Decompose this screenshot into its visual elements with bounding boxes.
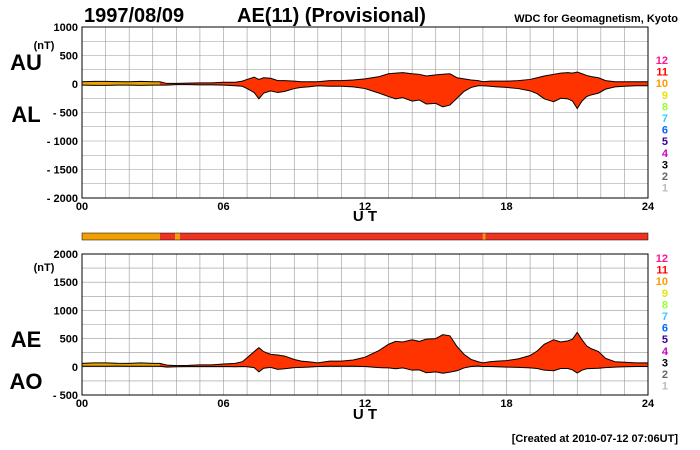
index-area-fill-early <box>82 81 160 86</box>
x-tick-label: 12 <box>359 201 371 213</box>
station-count-label: 10 <box>656 78 668 90</box>
station-count-label: 6 <box>662 323 668 335</box>
x-tick-label: 00 <box>76 201 88 213</box>
x-tick-label: 00 <box>76 398 88 410</box>
station-count-label: 12 <box>656 55 668 67</box>
ae-ao-y-ticks: 2000 1500 1000 500 0 - 500 <box>53 249 78 402</box>
station-count-label: 2 <box>662 171 668 183</box>
y-tick-label: - 500 <box>53 108 78 120</box>
y-tick-label: - 500 <box>53 390 78 402</box>
station-count-label: 6 <box>662 125 668 137</box>
y-tick-label: - 1000 <box>47 136 78 148</box>
au-al-xlabel: U T <box>353 208 377 225</box>
ae-ao-unit: (nT) <box>34 262 55 274</box>
station-bar-segment <box>482 233 486 240</box>
au-al-y-ticks: 1000 500 0 - 500 - 1000 - 1500 - 2000 <box>47 22 78 205</box>
station-bar-frame <box>81 232 649 241</box>
au-al-area <box>81 71 648 110</box>
index-area-fill-early <box>82 362 160 367</box>
station-count-label: 2 <box>662 369 668 381</box>
y-tick-label: - 1500 <box>47 165 78 177</box>
series-line-al <box>81 84 648 110</box>
x-tick-label: 24 <box>642 398 655 410</box>
station-count-label: 7 <box>662 311 668 323</box>
index-area-fill <box>82 332 648 374</box>
station-count-label: 3 <box>662 357 668 369</box>
y-tick-label: 1000 <box>54 22 78 34</box>
x-tick-label: 24 <box>642 201 655 213</box>
x-tick-label: 06 <box>217 398 229 410</box>
au-al-frame <box>81 26 649 199</box>
y-tick-label: 0 <box>72 362 78 374</box>
x-tick-label: 18 <box>500 398 512 410</box>
station-count-label: 7 <box>662 113 668 125</box>
station-bar-segment <box>159 233 176 240</box>
series-line-ao <box>82 365 648 374</box>
au-label: AU <box>10 50 42 75</box>
station-count-label: 5 <box>662 334 668 346</box>
station-count-label: 4 <box>662 148 669 160</box>
station-bar-segment <box>485 233 648 240</box>
ao-label: AO <box>10 369 43 394</box>
station-count-bar <box>81 232 649 241</box>
source-label: WDC for Geomagnetism, Kyoto <box>514 13 678 25</box>
ae-ao-xlabel: U T <box>353 406 377 423</box>
station-count-label: 8 <box>662 101 668 113</box>
y-tick-label: 500 <box>60 51 78 63</box>
x-tick-label: 06 <box>217 201 229 213</box>
station-count-label: 1 <box>662 381 668 393</box>
created-timestamp: [Created at 2010-07-12 07:06UT] <box>512 433 679 445</box>
ae-ao-x-ticks: 00 06 12 18 24 <box>76 398 655 410</box>
y-tick-label: 1500 <box>54 277 78 289</box>
date-title: 1997/08/09 <box>84 5 184 27</box>
station-count-label: 9 <box>662 288 668 300</box>
ae-label: AE <box>11 327 42 352</box>
station-count-label: 11 <box>656 265 668 277</box>
y-tick-label: 0 <box>72 79 78 91</box>
series-line-au <box>81 71 648 84</box>
au-al-grid <box>82 27 648 198</box>
ae-ao-frame <box>81 253 649 396</box>
station-count-label: 4 <box>662 346 669 358</box>
station-bar-segment <box>82 233 160 240</box>
y-tick-label: 1000 <box>54 305 78 317</box>
x-tick-label: 12 <box>359 398 371 410</box>
y-tick-label: 500 <box>60 334 78 346</box>
station-count-label: 10 <box>656 276 668 288</box>
y-tick-label: 2000 <box>54 249 78 261</box>
index-title: AE(11) (Provisional) <box>237 5 426 27</box>
al-label: AL <box>11 102 40 127</box>
ae-ao-area <box>81 331 648 374</box>
station-count-label: 5 <box>662 136 668 148</box>
station-count-label: 11 <box>656 67 668 79</box>
station-bar-segment <box>179 233 483 240</box>
station-count-label: 9 <box>662 90 668 102</box>
station-bar-segment <box>175 233 180 240</box>
au-al-unit: (nT) <box>34 40 55 52</box>
y-tick-label: - 2000 <box>47 193 78 205</box>
x-tick-label: 18 <box>500 201 512 213</box>
station-count-label: 8 <box>662 299 668 311</box>
station-count-label: 12 <box>656 253 668 265</box>
series-line-ae <box>81 331 648 367</box>
au-al-x-ticks: 00 06 12 18 24 <box>76 201 655 213</box>
station-count-label: 1 <box>662 183 668 195</box>
station-count-label: 3 <box>662 159 668 171</box>
